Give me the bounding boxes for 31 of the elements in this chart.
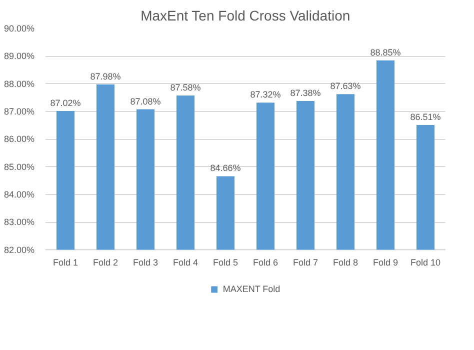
data-label: 87.38% [290, 88, 321, 98]
y-tick-label: 87.00% [4, 106, 35, 116]
y-tick-label: 89.00% [4, 51, 35, 62]
x-tick-label: Fold 4 [172, 258, 198, 268]
data-label: 87.32% [250, 90, 281, 100]
x-tick-label: Fold 8 [332, 258, 358, 268]
data-label: 88.85% [370, 47, 401, 58]
y-tick-label: 82.00% [4, 244, 35, 255]
x-tick-label: Fold 1 [52, 258, 78, 268]
data-label: 86.51% [410, 112, 441, 122]
x-tick-label: Fold 10 [410, 258, 441, 268]
data-label: 87.98% [90, 71, 121, 82]
y-tick-label: 84.00% [4, 189, 35, 200]
y-tick-label: 83.00% [4, 217, 35, 228]
y-tick-label: 85.00% [4, 162, 35, 172]
x-tick-label: Fold 2 [92, 258, 118, 268]
data-label: 87.63% [330, 81, 361, 92]
x-tick-label: Fold 7 [292, 258, 318, 268]
data-label: 87.08% [130, 96, 161, 106]
x-tick-label: Fold 6 [252, 258, 278, 268]
data-label: 87.58% [170, 82, 201, 92]
x-tick-label: Fold 3 [132, 258, 158, 268]
data-label: 87.02% [50, 98, 81, 108]
y-tick-label: 86.00% [4, 134, 35, 144]
x-tick-label: Fold 9 [372, 258, 398, 268]
legend-label: MAXENT Fold [222, 284, 280, 294]
data-label: 84.66% [210, 163, 241, 174]
y-tick-label: 88.00% [4, 78, 35, 89]
y-tick-label: 90.00% [4, 24, 35, 34]
chart-title: MaxEnt Ten Fold Cross Validation [140, 8, 350, 24]
x-tick-label: Fold 5 [212, 258, 238, 268]
